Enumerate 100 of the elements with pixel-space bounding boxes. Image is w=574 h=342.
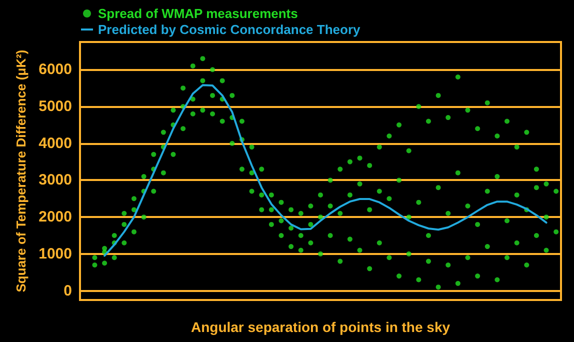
point: [288, 207, 294, 212]
point: [524, 262, 530, 268]
point: [396, 178, 402, 183]
point: [131, 196, 136, 202]
legend-label: Predicted by Cosmic Concordance Theory: [98, 22, 362, 37]
y-axis-title: Square of Temperature Difference (μK²): [14, 50, 29, 292]
point: [318, 251, 323, 256]
point: [524, 130, 530, 135]
point: [475, 126, 480, 132]
point: [426, 258, 431, 264]
point: [298, 248, 304, 253]
point: [268, 192, 274, 198]
point: [494, 133, 500, 138]
point: [112, 255, 117, 260]
point: [376, 240, 382, 246]
point: [338, 166, 343, 172]
point: [239, 166, 244, 172]
y-tick-label: 6000: [38, 61, 72, 78]
point: [259, 192, 264, 198]
point: [544, 248, 549, 253]
point: [160, 170, 166, 176]
point: [426, 233, 431, 238]
point: [386, 133, 392, 138]
point: [347, 192, 352, 198]
point: [406, 214, 412, 220]
point: [426, 118, 431, 124]
point: [475, 274, 480, 279]
point: [338, 210, 343, 216]
point: [534, 233, 539, 238]
point: [268, 207, 274, 212]
point: [386, 196, 392, 202]
point: [308, 204, 314, 209]
point: [298, 210, 304, 216]
point: [455, 170, 460, 176]
point: [504, 118, 510, 124]
point: [210, 111, 216, 116]
point: [170, 108, 176, 113]
point: [151, 152, 156, 157]
point: [151, 188, 156, 194]
point: [92, 255, 98, 260]
point: [386, 255, 392, 260]
line-series: [104, 84, 548, 257]
point: [259, 207, 264, 212]
point: [504, 218, 510, 224]
point: [288, 226, 294, 231]
point: [416, 277, 422, 282]
point: [338, 258, 343, 264]
point: [190, 96, 196, 102]
point: [328, 178, 333, 183]
point: [534, 185, 539, 190]
point: [328, 204, 333, 209]
point: [357, 181, 362, 186]
point: [230, 92, 235, 98]
point: [259, 166, 264, 172]
point: [308, 240, 314, 246]
point: [357, 248, 362, 253]
point: [200, 78, 206, 84]
point: [484, 188, 490, 194]
point: [494, 277, 500, 282]
point: [406, 251, 412, 256]
point: [102, 260, 108, 266]
point: [122, 240, 127, 246]
point: [446, 210, 451, 216]
point: [278, 218, 284, 224]
legend-label: Spread of WMAP measurements: [98, 6, 298, 21]
point: [122, 210, 127, 216]
point: [484, 244, 490, 250]
point: [465, 108, 470, 113]
point: [455, 74, 460, 80]
point: [180, 86, 186, 91]
point: [396, 274, 402, 279]
point: [446, 115, 451, 120]
point: [475, 222, 480, 227]
point: [278, 233, 284, 238]
point: [230, 140, 235, 146]
y-tick-label: 1000: [38, 245, 72, 262]
point: [484, 100, 490, 106]
point: [544, 214, 549, 220]
point: [318, 192, 323, 198]
point: [347, 236, 352, 242]
point: [465, 255, 470, 260]
point: [436, 185, 441, 190]
point: [514, 192, 520, 198]
point: [131, 229, 136, 234]
point: [328, 233, 333, 238]
point: [249, 144, 254, 150]
point: [367, 207, 372, 212]
y-tick-label: 3000: [38, 172, 72, 189]
point: [308, 222, 314, 227]
y-tick-label: 2000: [38, 208, 72, 226]
point: [416, 104, 422, 109]
point: [436, 92, 441, 98]
point: [504, 255, 510, 260]
point: [170, 152, 176, 157]
y-tick-label: 4000: [38, 134, 72, 152]
point: [190, 111, 196, 116]
point: [494, 174, 500, 180]
point: [446, 262, 451, 268]
point: [514, 240, 520, 246]
point: [367, 162, 372, 168]
